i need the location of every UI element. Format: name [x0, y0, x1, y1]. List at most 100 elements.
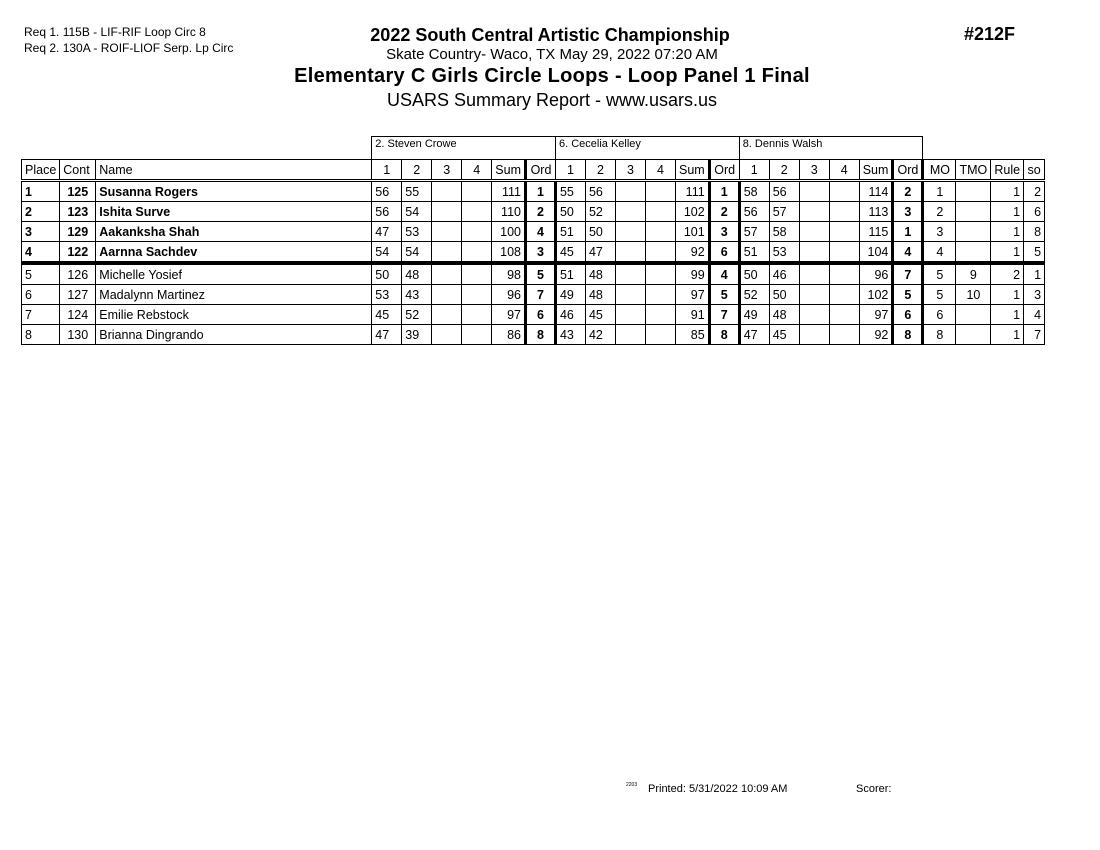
- score-cell: 48: [401, 262, 433, 285]
- header-mark: Sum: [491, 159, 526, 182]
- score-cell: 46: [553, 304, 586, 325]
- tmo-cell: [955, 241, 992, 265]
- score-cell: 45: [768, 324, 800, 345]
- so-cell: 6: [1023, 201, 1046, 222]
- score-cell: [644, 201, 676, 222]
- printed-timestamp: Printed: 5/31/2022 10:09 AM: [648, 783, 788, 795]
- ordinal-cell: 5: [891, 284, 924, 305]
- ordinal-cell: 4: [523, 221, 556, 242]
- place-cell: 6: [20, 284, 61, 305]
- sum-cell: 97: [491, 304, 526, 325]
- name-cell: Ishita Surve: [95, 201, 373, 222]
- rule-cell: 2: [990, 262, 1025, 285]
- ordinal-cell: 2: [523, 201, 556, 222]
- sum-cell: 86: [491, 324, 526, 345]
- score-cell: [431, 324, 463, 345]
- score-cell: [431, 262, 463, 285]
- score-cell: [614, 262, 646, 285]
- mo-cell: 3: [921, 221, 957, 242]
- header-tmo: TMO: [955, 159, 992, 182]
- score-cell: [828, 284, 860, 305]
- header-mark: 1: [738, 159, 770, 182]
- score-cell: [798, 221, 830, 242]
- sum-cell: 91: [674, 304, 710, 325]
- cont-cell: 123: [59, 201, 97, 222]
- sum-cell: 92: [858, 324, 894, 345]
- score-cell: 45: [584, 304, 616, 325]
- rule-cell: 1: [990, 304, 1025, 325]
- score-cell: [828, 241, 860, 265]
- score-cell: [644, 180, 676, 202]
- sum-cell: 115: [858, 221, 894, 242]
- header-mo: MO: [921, 159, 957, 182]
- header-mark: 4: [461, 159, 493, 182]
- score-cell: 50: [737, 262, 770, 285]
- header-cont: Cont: [59, 159, 97, 182]
- so-cell: 4: [1023, 304, 1046, 325]
- mo-cell: 8: [921, 324, 957, 345]
- mo-cell: 4: [921, 241, 957, 265]
- score-cell: [828, 304, 860, 325]
- cont-cell: 129: [59, 221, 97, 242]
- score-cell: [614, 180, 646, 202]
- mo-cell: 2: [921, 201, 957, 222]
- score-cell: [644, 304, 676, 325]
- header-place: Place: [20, 159, 61, 182]
- score-cell: [798, 262, 830, 285]
- footer-code: 2203: [626, 782, 638, 788]
- score-cell: 50: [584, 221, 616, 242]
- score-cell: 50: [371, 262, 403, 285]
- score-cell: 51: [553, 221, 586, 242]
- score-cell: 53: [401, 221, 433, 242]
- ordinal-cell: 3: [523, 241, 556, 265]
- ordinal-cell: 5: [707, 284, 740, 305]
- ordinal-cell: 1: [707, 180, 740, 202]
- sum-cell: 99: [674, 262, 710, 285]
- score-cell: 50: [768, 284, 800, 305]
- sum-cell: 108: [491, 241, 526, 265]
- ordinal-cell: 8: [707, 324, 740, 345]
- sum-cell: 114: [858, 180, 894, 202]
- score-cell: 55: [553, 180, 586, 202]
- score-cell: 43: [401, 284, 433, 305]
- requirement-1: Req 1. 115B - LIF-RIF Loop Circ 8: [24, 25, 206, 39]
- score-cell: 42: [584, 324, 616, 345]
- tmo-cell: [955, 201, 992, 222]
- score-cell: 47: [584, 241, 616, 265]
- score-cell: [461, 304, 493, 325]
- cont-cell: 127: [59, 284, 97, 305]
- so-cell: 3: [1023, 284, 1046, 305]
- ordinal-cell: 2: [891, 180, 924, 202]
- table-row: 1 125 Susanna Rogers 56 55 111 1 55 56 111 1 58 56 11…: [20, 180, 1046, 202]
- table-row: 2 123 Ishita Surve 56 54 110 2 50 52 102 2 56 57 113 3…: [20, 201, 1046, 222]
- score-cell: [798, 241, 830, 265]
- score-cell: [828, 324, 860, 345]
- competition-subtitle: Skate Country- Waco, TX May 29, 2022 07:…: [386, 46, 718, 63]
- header-name: Name: [95, 159, 373, 182]
- place-cell: 5: [20, 262, 61, 285]
- name-cell: Emilie Rebstock: [95, 304, 373, 325]
- score-cell: 48: [584, 262, 616, 285]
- ordinal-cell: 1: [523, 180, 556, 202]
- tmo-cell: 9: [955, 262, 992, 285]
- score-cell: 53: [371, 284, 403, 305]
- table-row: 3 129 Aakanksha Shah 47 53 100 4 51 50 101 3 57 58 11…: [20, 221, 1046, 242]
- ordinal-cell: 5: [523, 262, 556, 285]
- table-row: 4 122 Aarnna Sachdev 54 54 108 3 45 47 92 6 51 53 104…: [20, 241, 1046, 265]
- score-cell: [644, 262, 676, 285]
- rule-cell: 1: [990, 241, 1025, 265]
- ordinal-cell: 2: [707, 201, 740, 222]
- score-cell: 52: [737, 284, 770, 305]
- score-cell: [798, 180, 830, 202]
- score-cell: [614, 241, 646, 265]
- score-cell: [644, 241, 676, 265]
- ordinal-cell: 4: [891, 241, 924, 265]
- score-cell: 54: [371, 241, 403, 265]
- score-cell: [828, 201, 860, 222]
- ordinal-cell: 8: [891, 324, 924, 345]
- so-cell: 2: [1023, 180, 1046, 202]
- score-cell: 47: [371, 221, 403, 242]
- score-cell: 56: [584, 180, 616, 202]
- score-cell: 54: [401, 241, 433, 265]
- score-cell: [431, 241, 463, 265]
